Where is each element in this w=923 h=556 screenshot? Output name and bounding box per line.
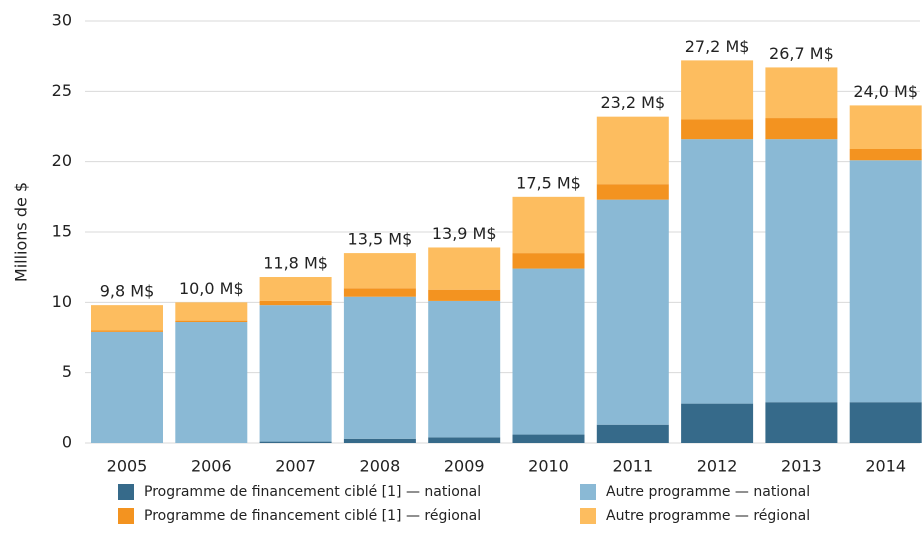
x-tick-label: 2012 — [697, 457, 738, 476]
y-tick-label: 20 — [52, 151, 72, 170]
legend-label: Autre programme — national — [606, 484, 810, 500]
bar-segment — [596, 199, 669, 425]
bar-segment — [512, 253, 585, 269]
bar-segment — [512, 434, 585, 443]
total-label: 24,0 M$ — [853, 82, 918, 101]
total-label: 10,0 M$ — [179, 279, 244, 298]
bar-segment — [765, 139, 838, 403]
legend-label: Autre programme — régional — [606, 508, 810, 524]
bar-segment — [681, 119, 754, 140]
x-tick-label: 2006 — [191, 457, 232, 476]
bar-segment — [175, 322, 248, 443]
bar-segment — [91, 331, 163, 443]
bar-segment — [681, 139, 754, 404]
x-tick-label: 2005 — [107, 457, 148, 476]
bar-segment — [428, 437, 501, 443]
legend-swatch — [580, 484, 596, 500]
y-tick-label: 10 — [52, 292, 72, 311]
bar-segment — [91, 330, 163, 332]
bar-segment — [681, 60, 754, 120]
x-tick-label: 2014 — [865, 457, 906, 476]
total-label: 23,2 M$ — [600, 93, 665, 112]
bar-segment — [596, 184, 669, 200]
bar-segment — [428, 300, 501, 438]
total-label: 9,8 M$ — [100, 282, 155, 301]
total-label: 26,7 M$ — [769, 44, 834, 63]
x-tick-label: 2010 — [528, 457, 569, 476]
bar-segment — [259, 305, 332, 442]
bar-segment — [343, 288, 416, 297]
x-tick-label: 2008 — [360, 457, 401, 476]
bar-segment — [512, 268, 585, 435]
x-tick-label: 2011 — [612, 457, 653, 476]
x-tick-label: 2007 — [275, 457, 316, 476]
bar-segment — [91, 305, 163, 331]
legend-swatch — [118, 484, 134, 500]
bar-segment — [343, 253, 416, 289]
bar-segment — [259, 300, 332, 306]
bar-segment — [849, 105, 922, 150]
bar-segment — [259, 441, 332, 443]
bar-segment — [259, 277, 332, 301]
y-tick-label: 30 — [52, 11, 72, 30]
y-tick-label: 0 — [62, 433, 72, 452]
y-tick-label: 15 — [52, 222, 72, 241]
bar-segment — [428, 289, 501, 301]
bar-segment — [849, 160, 922, 403]
bar-segment — [428, 247, 501, 290]
bar-segment — [765, 118, 838, 140]
bar-segment — [849, 402, 922, 443]
total-label: 17,5 M$ — [516, 173, 581, 192]
bar-segment — [849, 149, 922, 161]
bar-segment — [765, 402, 838, 443]
total-label: 27,2 M$ — [685, 37, 750, 56]
total-label: 13,9 M$ — [432, 224, 497, 243]
bar-segment — [343, 296, 416, 439]
total-label: 11,8 M$ — [263, 254, 328, 273]
x-tick-label: 2009 — [444, 457, 485, 476]
legend-label: Programme de financement ciblé [1] — rég… — [144, 508, 481, 524]
legend-label: Programme de financement ciblé [1] — nat… — [144, 484, 481, 500]
y-axis-label: Millions de $ — [12, 182, 31, 282]
bar-segment — [512, 196, 585, 254]
x-tick-label: 2013 — [781, 457, 822, 476]
bar-segment — [681, 403, 754, 443]
bar-segment — [596, 424, 669, 443]
bar-segment — [175, 302, 248, 321]
y-tick-label: 25 — [52, 81, 72, 100]
y-tick-label: 5 — [62, 362, 72, 381]
bar-segment — [765, 67, 838, 119]
total-label: 13,5 M$ — [348, 230, 413, 249]
legend-swatch — [118, 508, 134, 524]
bar-segment — [343, 438, 416, 443]
legend-swatch — [580, 508, 596, 524]
bar-segment — [175, 320, 248, 323]
bar-segment — [596, 116, 669, 185]
